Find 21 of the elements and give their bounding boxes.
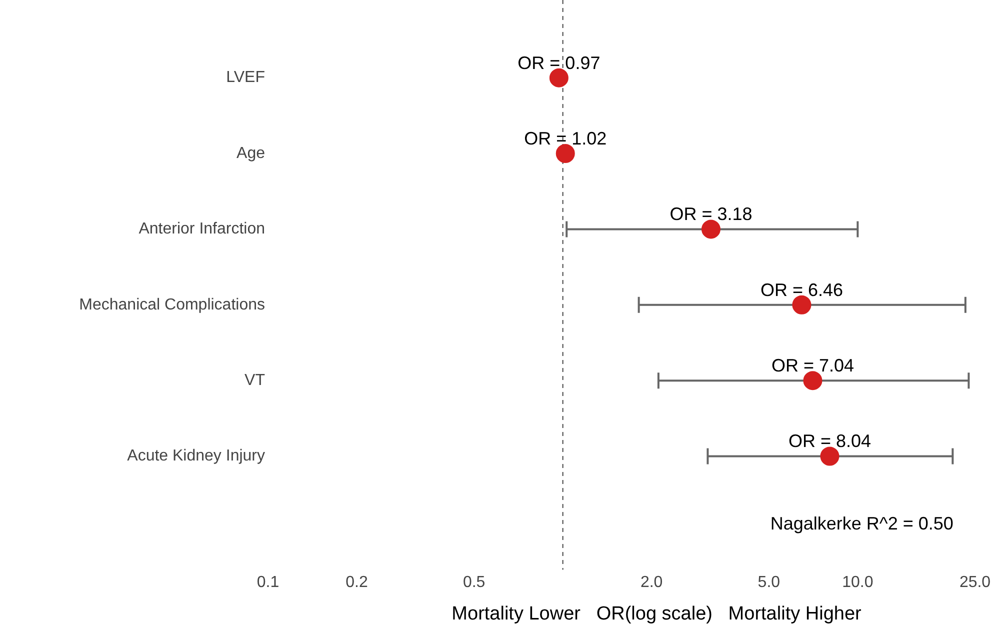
x-axis-title: Mortality Lower OR(log scale) Mortality Higher <box>452 604 862 625</box>
x-tick-label: 2.0 <box>640 574 663 591</box>
data-label: OR = 8.04 <box>788 431 872 452</box>
data-label: OR = 6.46 <box>760 280 843 300</box>
y-tick-label: Mechanical Complications <box>79 296 265 314</box>
x-tick-label: 5.0 <box>758 574 780 591</box>
y-tick-label: VT <box>244 372 266 389</box>
data-label: OR = 7.04 <box>771 356 854 376</box>
annotation: Nagalkerke R^2 = 0.50 <box>770 513 954 534</box>
x-tick-label: 10.0 <box>842 574 874 591</box>
x-tick-label: 25.0 <box>959 574 991 591</box>
y-tick-label: LVEF <box>226 69 266 86</box>
y-tick-label: Anterior Infarction <box>138 220 265 238</box>
data-label: OR = 1.02 <box>524 128 607 148</box>
y-tick-label: Acute Kidney Injury <box>127 448 265 465</box>
x-tick-label: 0.1 <box>256 574 280 591</box>
x-tick-label: 0.5 <box>462 574 486 591</box>
x-tick-label: 0.2 <box>346 574 368 591</box>
y-tick-label: Age <box>236 144 266 162</box>
data-label: OR = 0.97 <box>518 52 600 73</box>
data-label: OR = 3.18 <box>670 204 752 224</box>
